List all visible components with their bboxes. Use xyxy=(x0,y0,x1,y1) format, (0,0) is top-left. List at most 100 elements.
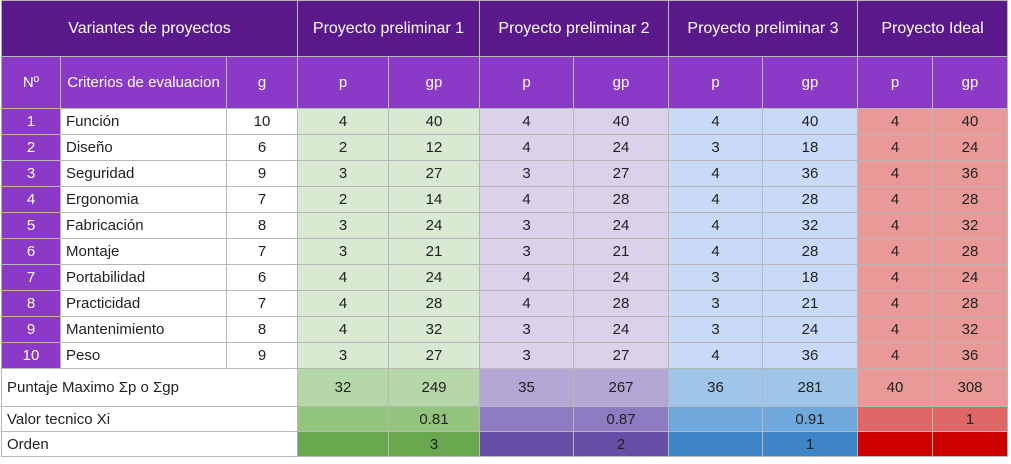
criterion-name: Función xyxy=(60,108,227,135)
table-row: 6 Montaje 7 3 21 3 21 4 28 4 28 xyxy=(1,238,1008,265)
col-header-gp4: gp xyxy=(932,56,1008,109)
order-empty-cell xyxy=(297,431,389,457)
score-gp: 32 xyxy=(388,316,480,343)
col-header-gp2: gp xyxy=(573,56,669,109)
score-gp: 24 xyxy=(932,134,1008,161)
weight-g: 9 xyxy=(226,160,298,187)
table-row: 1 Función 10 4 40 4 40 4 40 4 40 xyxy=(1,108,1008,135)
score-p: 3 xyxy=(479,212,574,239)
score-gp: 28 xyxy=(573,186,669,213)
score-gp: 21 xyxy=(762,290,858,317)
criterion-name: Fabricación xyxy=(60,212,227,239)
score-gp: 14 xyxy=(388,186,480,213)
score-p: 3 xyxy=(668,316,763,343)
score-p: 4 xyxy=(857,212,933,239)
totals-row: Puntaje Maximo Σp o Σgp 32 249 35 267 36… xyxy=(1,368,1008,407)
score-gp: 24 xyxy=(932,264,1008,291)
order-value-cell: 1 xyxy=(762,431,858,457)
score-p: 2 xyxy=(297,134,389,161)
total-cell: 308 xyxy=(932,368,1008,407)
total-cell: 281 xyxy=(762,368,858,407)
totals-label: Puntaje Maximo Σp o Σgp xyxy=(1,368,298,407)
score-gp: 24 xyxy=(388,212,480,239)
order-value-cell xyxy=(932,431,1008,457)
score-gp: 28 xyxy=(573,290,669,317)
col-header-g: g xyxy=(226,56,298,109)
score-gp: 40 xyxy=(762,108,858,135)
score-gp: 40 xyxy=(388,108,480,135)
project-header-1: Proyecto preliminar 1 xyxy=(297,0,480,57)
score-gp: 28 xyxy=(932,290,1008,317)
score-p: 4 xyxy=(297,290,389,317)
total-cell: 32 xyxy=(297,368,389,407)
score-gp: 12 xyxy=(388,134,480,161)
score-p: 3 xyxy=(479,342,574,369)
project-header-ideal: Proyecto Ideal xyxy=(857,0,1008,57)
score-p: 4 xyxy=(668,160,763,187)
col-header-p1: p xyxy=(297,56,389,109)
row-number: 4 xyxy=(1,186,61,213)
order-empty-cell xyxy=(857,431,933,457)
table-title: Variantes de proyectos xyxy=(1,0,298,57)
score-gp: 28 xyxy=(388,290,480,317)
score-p: 3 xyxy=(479,160,574,187)
criterion-name: Mantenimiento xyxy=(60,316,227,343)
score-p: 4 xyxy=(479,264,574,291)
score-p: 4 xyxy=(297,264,389,291)
score-p: 4 xyxy=(857,290,933,317)
score-gp: 24 xyxy=(573,212,669,239)
row-number: 2 xyxy=(1,134,61,161)
score-gp: 21 xyxy=(573,238,669,265)
score-gp: 36 xyxy=(932,342,1008,369)
score-gp: 24 xyxy=(573,264,669,291)
score-gp: 27 xyxy=(573,160,669,187)
weight-g: 7 xyxy=(226,186,298,213)
score-p: 4 xyxy=(297,108,389,135)
header-row: Variantes de proyectos Proyecto prelimin… xyxy=(1,0,1008,57)
score-p: 4 xyxy=(857,186,933,213)
total-cell: 35 xyxy=(479,368,574,407)
score-p: 4 xyxy=(857,160,933,187)
table-row: 2 Diseño 6 2 12 4 24 3 18 4 24 xyxy=(1,134,1008,161)
score-gp: 32 xyxy=(932,212,1008,239)
score-p: 4 xyxy=(668,108,763,135)
score-p: 4 xyxy=(668,212,763,239)
technical-empty-cell xyxy=(857,406,933,432)
score-gp: 28 xyxy=(762,186,858,213)
weight-g: 9 xyxy=(226,342,298,369)
score-p: 4 xyxy=(857,316,933,343)
score-p: 3 xyxy=(297,342,389,369)
score-p: 4 xyxy=(479,134,574,161)
col-header-p3: p xyxy=(668,56,763,109)
criterion-name: Practicidad xyxy=(60,290,227,317)
technical-value-cell: 0.91 xyxy=(762,406,858,432)
score-p: 4 xyxy=(479,290,574,317)
technical-empty-cell xyxy=(668,406,763,432)
technical-value-cell: 0.81 xyxy=(388,406,480,432)
col-header-gp3: gp xyxy=(762,56,858,109)
weight-g: 7 xyxy=(226,290,298,317)
score-p: 4 xyxy=(297,316,389,343)
criterion-name: Portabilidad xyxy=(60,264,227,291)
criterion-name: Seguridad xyxy=(60,160,227,187)
score-gp: 27 xyxy=(573,342,669,369)
score-gp: 28 xyxy=(932,238,1008,265)
criterion-name: Diseño xyxy=(60,134,227,161)
table-row: 9 Mantenimiento 8 4 32 3 24 3 24 4 32 xyxy=(1,316,1008,343)
score-gp: 18 xyxy=(762,134,858,161)
row-number: 1 xyxy=(1,108,61,135)
row-number: 6 xyxy=(1,238,61,265)
order-empty-cell xyxy=(668,431,763,457)
row-number: 3 xyxy=(1,160,61,187)
table-row: 7 Portabilidad 6 4 24 4 24 3 18 4 24 xyxy=(1,264,1008,291)
score-p: 4 xyxy=(668,186,763,213)
total-cell: 40 xyxy=(857,368,933,407)
table-row: 8 Practicidad 7 4 28 4 28 3 21 4 28 xyxy=(1,290,1008,317)
score-gp: 24 xyxy=(573,134,669,161)
col-header-p2: p xyxy=(479,56,574,109)
score-gp: 27 xyxy=(388,342,480,369)
score-p: 4 xyxy=(668,342,763,369)
score-p: 3 xyxy=(479,316,574,343)
weight-g: 6 xyxy=(226,134,298,161)
row-number: 7 xyxy=(1,264,61,291)
